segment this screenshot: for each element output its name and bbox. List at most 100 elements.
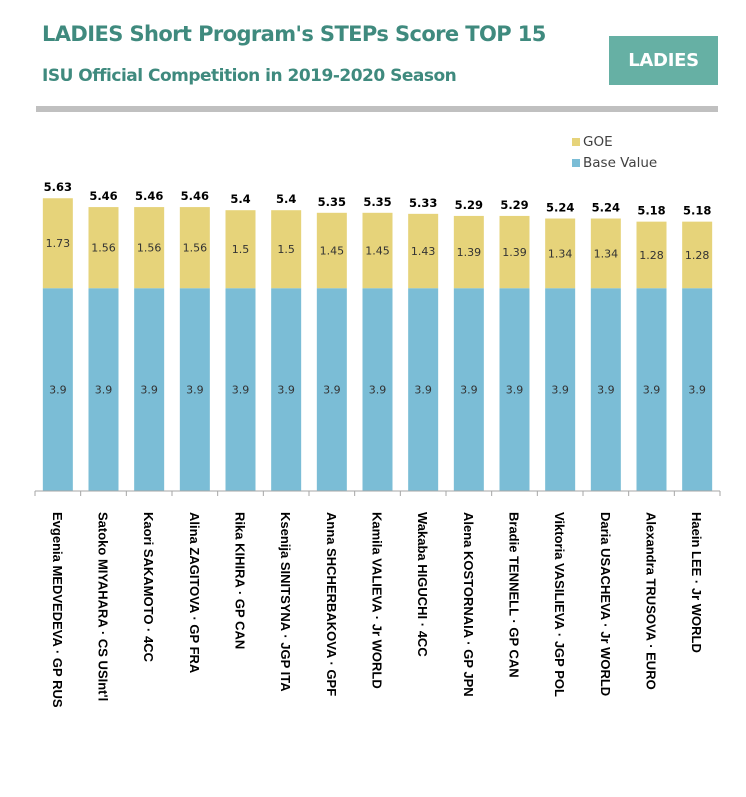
- goe-data-label: 1.28: [685, 249, 710, 262]
- base-value-data-label: 3.9: [186, 384, 204, 397]
- x-tick-label: Satoko MIYAHARA · CS USInt'l: [96, 512, 111, 701]
- x-tick-label: Alina ZAGITOVA · GP FRA: [187, 512, 202, 674]
- bar-base-value: [590, 288, 621, 491]
- bar-base-value: [453, 288, 484, 491]
- chart-subtitle: ISU Official Competition in 2019-2020 Se…: [42, 66, 457, 86]
- goe-data-label: 1.28: [639, 249, 664, 262]
- x-tick-label: Kamila VALIEVA · Jr WORLD: [370, 512, 385, 689]
- legend-label-goe: GOE: [583, 133, 613, 150]
- x-tick-label: Ksenija SINITSYNA · JGP ITA: [278, 512, 293, 692]
- x-tick-label: Anna SHCHERBAKOVA · GPF: [324, 512, 339, 696]
- bar-goe: [362, 212, 393, 289]
- base-value-data-label: 3.9: [597, 384, 615, 397]
- x-tick-label: Daria USACHEVA · Jr WORLD: [598, 512, 613, 696]
- base-value-data-label: 3.9: [140, 384, 158, 397]
- legend-swatch-base-value: [572, 158, 580, 167]
- total-score-label: 5.35: [363, 195, 391, 209]
- bars-group: 3.9 1.73 5.63 3.9 1.56 5.46 3.9 1.56 5.46 3.9 1.56…: [42, 180, 713, 491]
- goe-data-label: 1.56: [137, 242, 162, 255]
- total-score-label: 5.29: [500, 198, 528, 212]
- bar-base-value: [499, 288, 530, 491]
- goe-data-label: 1.34: [594, 247, 619, 260]
- bar-base-value: [636, 288, 667, 491]
- base-value-data-label: 3.9: [688, 384, 706, 397]
- goe-data-label: 1.56: [183, 242, 208, 255]
- bar-goe: [42, 198, 73, 289]
- base-value-data-label: 3.9: [323, 384, 341, 397]
- bar-goe: [682, 221, 713, 289]
- bar-goe: [590, 218, 621, 289]
- bar-base-value: [271, 288, 302, 491]
- base-value-data-label: 3.9: [643, 384, 661, 397]
- bar-base-value: [408, 288, 439, 491]
- header-divider: [36, 106, 718, 112]
- chart-title: LADIES Short Program's STEPs Score TOP 1…: [42, 22, 546, 46]
- total-score-label: 5.18: [637, 204, 665, 218]
- total-score-label: 5.4: [230, 192, 250, 206]
- bar-goe: [453, 215, 484, 289]
- bar-goe: [225, 210, 256, 289]
- chart-legend: GOE Base Value: [572, 131, 657, 173]
- bar-base-value: [179, 288, 210, 491]
- bar-goe: [316, 212, 347, 289]
- goe-data-label: 1.5: [277, 243, 295, 256]
- total-score-label: 5.35: [318, 195, 346, 209]
- goe-data-label: 1.34: [548, 247, 573, 260]
- base-value-data-label: 3.9: [277, 384, 295, 397]
- bar-goe: [499, 215, 530, 289]
- bar-base-value: [88, 288, 119, 491]
- base-value-data-label: 3.9: [460, 384, 478, 397]
- total-score-label: 5.63: [44, 180, 72, 194]
- x-tick-label: Bradie TENNELL · GP CAN: [507, 512, 522, 678]
- bar-goe: [545, 218, 576, 289]
- goe-data-label: 1.43: [411, 245, 436, 258]
- x-tick-label: Haein LEE · Jr WORLD: [689, 512, 704, 653]
- goe-data-label: 1.45: [320, 245, 345, 258]
- bar-base-value: [682, 288, 713, 491]
- goe-data-label: 1.56: [91, 242, 116, 255]
- x-tick-label: Rika KIHIRA · GP CAN: [233, 512, 248, 649]
- x-tick-label: Alexandra TRUSOVA · EURO: [644, 512, 659, 690]
- x-axis: [34, 490, 721, 496]
- legend-item-goe: GOE: [572, 131, 657, 152]
- bar-goe: [179, 207, 210, 289]
- total-score-label: 5.4: [276, 192, 296, 206]
- bar-base-value: [316, 288, 347, 491]
- bar-goe: [88, 207, 119, 289]
- base-value-data-label: 3.9: [49, 384, 67, 397]
- total-score-label: 5.46: [135, 189, 163, 203]
- x-tick-label: Alena KOSTORNAIA · GP JPN: [461, 512, 476, 697]
- bar-base-value: [134, 288, 165, 491]
- bar-base-value: [42, 288, 73, 491]
- bar-base-value: [545, 288, 576, 491]
- total-score-label: 5.24: [592, 201, 620, 215]
- base-value-data-label: 3.9: [551, 384, 569, 397]
- legend-item-base-value: Base Value: [572, 152, 657, 173]
- total-score-label: 5.33: [409, 196, 437, 210]
- bar-goe: [134, 207, 165, 289]
- total-score-label: 5.29: [455, 198, 483, 212]
- x-tick-label: Kaori SAKAMOTO · 4CC: [141, 512, 156, 663]
- total-score-label: 5.18: [683, 204, 711, 218]
- goe-data-label: 1.39: [502, 246, 527, 259]
- bar-base-value: [362, 288, 393, 491]
- goe-data-label: 1.45: [365, 245, 390, 258]
- base-value-data-label: 3.9: [414, 384, 432, 397]
- base-value-data-label: 3.9: [95, 384, 113, 397]
- total-score-label: 5.46: [181, 189, 209, 203]
- bar-goe: [408, 213, 439, 289]
- base-value-data-label: 3.9: [232, 384, 250, 397]
- bar-goe: [271, 210, 302, 289]
- base-value-data-label: 3.9: [369, 384, 387, 397]
- x-tick-label: Evgenia MEDVEDEVA · GP RUS: [50, 512, 65, 708]
- legend-label-base-value: Base Value: [583, 154, 658, 171]
- goe-data-label: 1.39: [457, 246, 482, 259]
- total-score-label: 5.24: [546, 201, 574, 215]
- x-tick-labels: Evgenia MEDVEDEVA · GP RUS Satoko MIYAHAR…: [50, 512, 704, 708]
- bar-base-value: [225, 288, 256, 491]
- category-badge: LADIES: [609, 36, 718, 85]
- total-score-label: 5.46: [89, 189, 117, 203]
- legend-swatch-goe: [572, 137, 580, 146]
- goe-data-label: 1.5: [232, 243, 250, 256]
